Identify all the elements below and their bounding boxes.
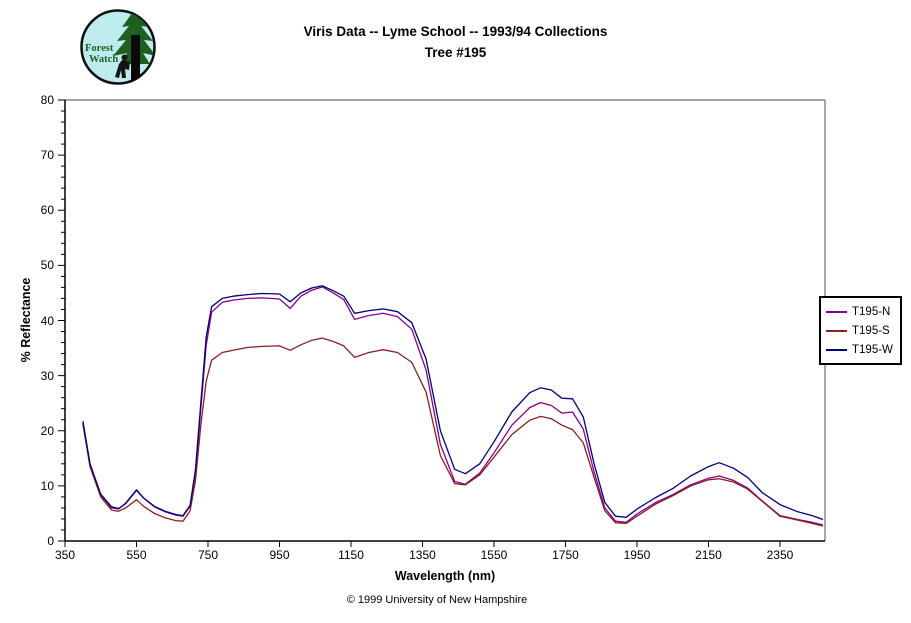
- chart-title: Viris Data -- Lyme School -- 1993/94 Col…: [303, 24, 608, 39]
- logo-word-forest: Forest: [85, 43, 114, 54]
- x-tick-label: 550: [126, 548, 147, 562]
- x-tick-label: 1550: [480, 548, 508, 562]
- legend-item: T195-N: [826, 302, 900, 321]
- pine-tree-icon: [113, 11, 154, 83]
- y-tick-label: 40: [40, 313, 54, 328]
- legend-line-swatch: [826, 310, 847, 313]
- legend-item: T195-W: [826, 340, 900, 359]
- legend-label: T195-N: [852, 305, 891, 318]
- x-tick-label: 1350: [409, 548, 436, 562]
- y-tick-label: 60: [40, 203, 54, 218]
- legend-item: T195-S: [826, 321, 900, 340]
- legend-label: T195-W: [852, 343, 893, 356]
- x-tick-label: 1750: [552, 548, 579, 562]
- y-tick-label: 30: [40, 368, 54, 383]
- y-tick-label: 0: [47, 534, 54, 548]
- x-tick-label: 350: [54, 548, 76, 562]
- logo-word-watch: Watch: [89, 54, 118, 65]
- series-line-T195-S: [82, 337, 824, 527]
- legend-line-swatch: [826, 329, 847, 332]
- y-tick-label: 50: [40, 258, 54, 273]
- x-tick-label: 1950: [623, 548, 651, 562]
- y-tick-label: 20: [40, 423, 54, 438]
- x-tick-label: 950: [269, 548, 290, 562]
- y-tick-label: 80: [40, 93, 54, 107]
- x-axis-title: Wavelength (nm): [394, 569, 496, 583]
- x-tick-label: 750: [197, 548, 218, 562]
- chart-subtitle: Tree #195: [424, 45, 487, 60]
- forest-watch-logo: Forest Watch: [80, 9, 156, 85]
- legend-line-swatch: [826, 348, 847, 351]
- y-axis-title: % Reflectance: [19, 277, 33, 363]
- person-icon: [115, 54, 130, 78]
- y-tick-label: 10: [40, 478, 54, 493]
- chart-title-block: Viris Data -- Lyme School -- 1993/94 Col…: [0, 21, 911, 63]
- copyright: © 1999 University of New Hampshire: [346, 594, 528, 606]
- legend: T195-N T195-S T195-W: [819, 296, 902, 365]
- x-tick-label: 1150: [338, 548, 364, 562]
- x-tick-label: 2350: [766, 548, 794, 562]
- y-tick-label: 70: [40, 148, 54, 163]
- series-line-T195-W: [82, 285, 824, 521]
- x-tick-label: 2150: [695, 548, 722, 562]
- legend-label: T195-S: [852, 324, 890, 337]
